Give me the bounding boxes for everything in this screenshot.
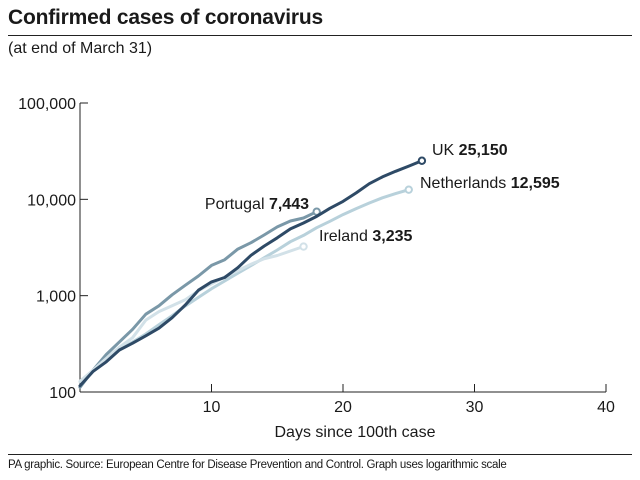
y-tick-label: 1,000 xyxy=(36,289,76,306)
y-tick-label: 10,000 xyxy=(27,192,76,209)
series-label-uk: UK 25,150 xyxy=(432,142,508,159)
series-line-portugal xyxy=(78,210,319,389)
y-tick-label: 100,000 xyxy=(18,96,76,113)
series-name-netherlands: Netherlands xyxy=(420,175,511,192)
x-tick-label: 30 xyxy=(466,399,484,416)
x-tick-label: 20 xyxy=(334,399,352,416)
series-value-portugal: 7,443 xyxy=(269,196,309,213)
footer-rule xyxy=(8,454,632,455)
y-tick-label: 100 xyxy=(49,385,76,402)
series-value-ireland: 3,235 xyxy=(372,228,412,245)
series-line-netherlands xyxy=(78,188,411,384)
series-name-ireland: Ireland xyxy=(319,228,372,245)
series-value-netherlands: 12,595 xyxy=(511,175,560,192)
series-label-ireland: Ireland 3,235 xyxy=(319,228,413,245)
series-label-netherlands: Netherlands 12,595 xyxy=(420,175,560,192)
chart-subtitle: (at end of March 31) xyxy=(8,40,153,57)
series-name-portugal: Portugal xyxy=(205,196,269,213)
source-note: PA graphic. Source: European Centre for … xyxy=(8,459,507,471)
series-endpoint-ireland xyxy=(299,242,308,251)
x-tick-label: 40 xyxy=(597,399,615,416)
series-layer xyxy=(78,156,427,389)
series-name-uk: UK xyxy=(432,142,459,159)
series-value-uk: 25,150 xyxy=(459,142,508,159)
title-rule-top xyxy=(8,35,632,36)
x-axis-label: Days since 100th case xyxy=(275,424,436,441)
series-line-ireland xyxy=(78,245,305,383)
chart-title: Confirmed cases of coronavirus xyxy=(8,6,323,29)
label-layer: Netherlands 12,595 Portugal 7,443 Ireland … xyxy=(205,142,560,245)
series-endpoint-uk xyxy=(417,156,427,165)
chart-axes: 100 1,000 10,000 100,000 10 20 30 40 Days since … xyxy=(18,96,615,441)
series-label-portugal: Portugal 7,443 xyxy=(205,196,309,213)
x-tick-label: 10 xyxy=(203,399,221,416)
series-endpoint-netherlands xyxy=(404,185,413,194)
series-line-uk xyxy=(78,159,424,388)
